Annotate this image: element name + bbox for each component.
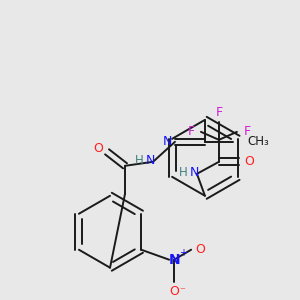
Text: O: O (93, 142, 103, 155)
Text: F: F (188, 125, 194, 138)
Text: N: N (145, 154, 155, 167)
Text: N: N (189, 166, 199, 179)
Text: CH₃: CH₃ (247, 135, 268, 148)
Text: O: O (195, 243, 205, 256)
Text: O: O (169, 285, 179, 298)
Text: F: F (215, 106, 223, 119)
Text: N: N (168, 253, 180, 267)
Text: +: + (179, 248, 187, 258)
Text: N: N (162, 135, 172, 148)
Text: F: F (243, 125, 250, 138)
Text: H: H (178, 166, 187, 179)
Text: O: O (244, 155, 254, 168)
Text: H: H (135, 154, 143, 167)
Text: ⁻: ⁻ (179, 287, 185, 297)
